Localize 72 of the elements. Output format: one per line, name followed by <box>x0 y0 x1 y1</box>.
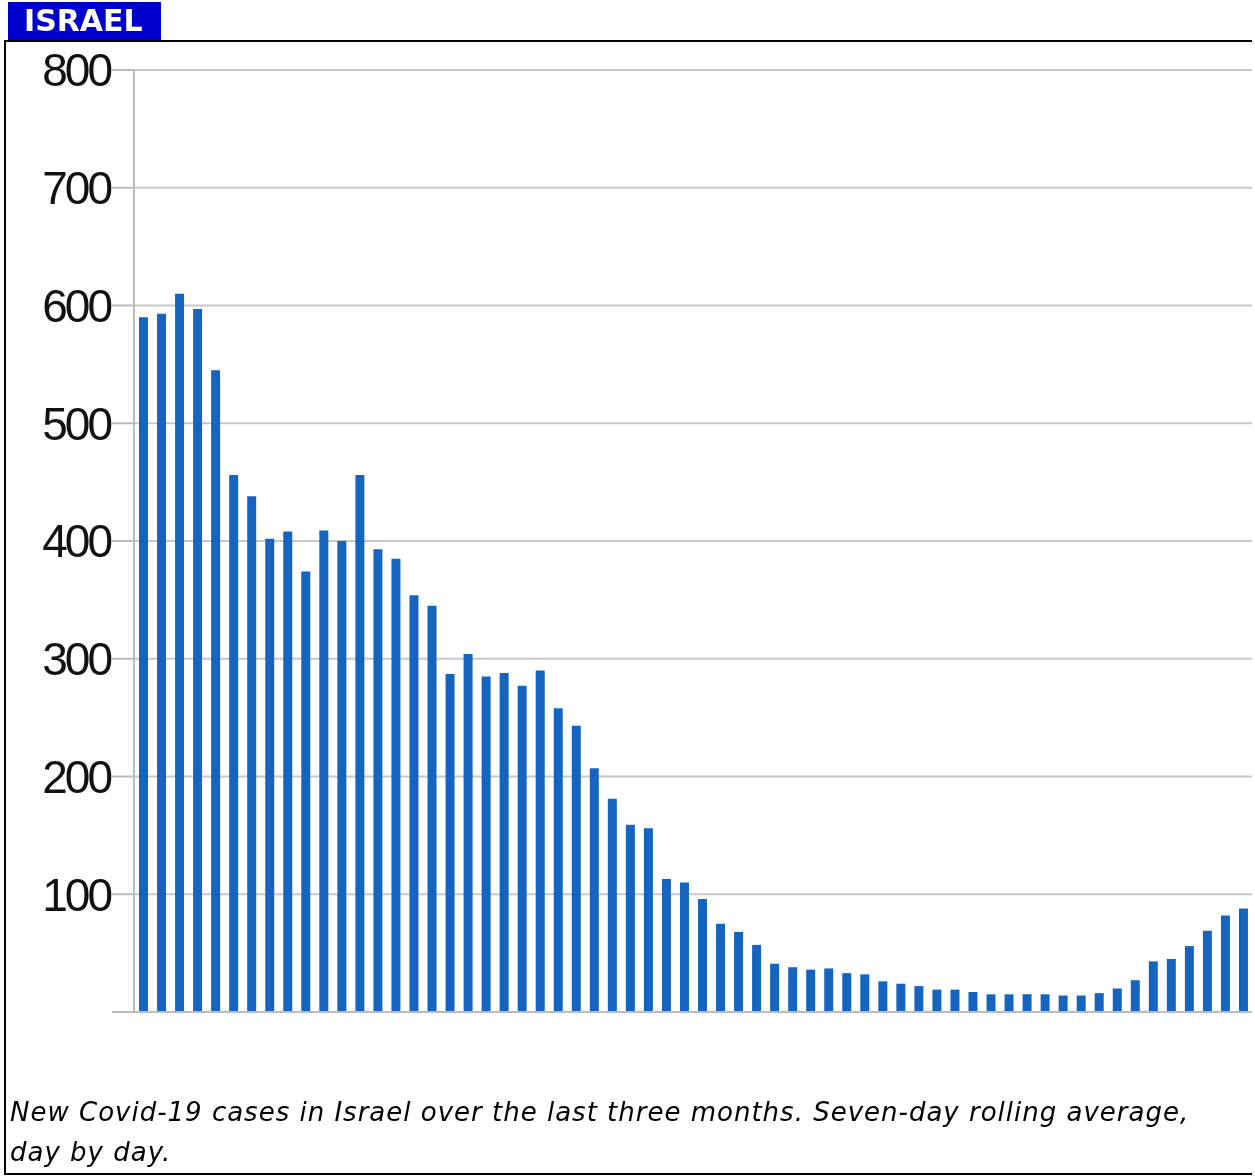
bar <box>355 475 365 1012</box>
bar <box>1058 995 1068 1012</box>
bar <box>1130 980 1140 1012</box>
bar <box>1148 961 1158 1012</box>
bar <box>860 974 870 1012</box>
bar <box>301 571 311 1012</box>
bar <box>698 898 707 1012</box>
bar <box>157 313 167 1012</box>
bar <box>878 981 888 1012</box>
bar <box>265 538 275 1012</box>
y-tick-label: 200 <box>42 750 112 803</box>
bar <box>283 531 293 1012</box>
y-tick-label: 400 <box>42 515 112 568</box>
bar <box>788 967 798 1012</box>
bar <box>1184 946 1194 1012</box>
bar <box>247 496 257 1012</box>
bar <box>517 685 527 1012</box>
bar <box>175 293 185 1012</box>
y-tick-label: 600 <box>42 279 112 332</box>
bar <box>734 931 744 1012</box>
bar <box>806 969 816 1012</box>
bar <box>968 991 978 1012</box>
bar <box>319 530 329 1012</box>
bar <box>752 944 762 1012</box>
bar <box>373 549 383 1012</box>
bar <box>1112 988 1122 1012</box>
bar <box>481 676 491 1012</box>
y-tick-label: 100 <box>42 868 112 921</box>
bar <box>1166 959 1176 1012</box>
bar <box>499 672 509 1012</box>
bar <box>409 595 419 1012</box>
bar <box>986 994 996 1012</box>
bar <box>427 605 437 1012</box>
bar <box>607 798 617 1012</box>
text: New Covid-19 cases in Israel over the last three months. Seven-day rolling average, day by day. <box>10 1096 1191 1169</box>
bar <box>625 824 635 1012</box>
bar <box>1094 993 1104 1012</box>
bar <box>679 882 689 1012</box>
y-tick-label: 700 <box>42 162 112 215</box>
bar <box>571 725 581 1012</box>
bar <box>553 708 563 1012</box>
y-tick-label: 800 <box>42 44 112 97</box>
bar <box>463 654 473 1012</box>
y-tick-label: 500 <box>42 397 112 450</box>
bar <box>1022 994 1032 1012</box>
chart-title: ISRAEL <box>8 2 161 40</box>
bar <box>932 989 942 1012</box>
bar <box>535 670 545 1012</box>
bar <box>824 968 834 1012</box>
bar <box>643 828 653 1012</box>
bar <box>914 986 924 1012</box>
y-tick-label: 300 <box>42 633 112 686</box>
bar <box>211 370 221 1012</box>
bar <box>716 923 726 1012</box>
bar <box>770 963 780 1012</box>
bar <box>139 317 148 1012</box>
bar <box>661 878 671 1012</box>
bar <box>589 768 599 1012</box>
bar <box>896 983 906 1012</box>
bar <box>1220 915 1230 1012</box>
bar <box>1004 994 1014 1012</box>
bar <box>445 674 455 1012</box>
bar <box>337 541 347 1012</box>
bar <box>193 309 203 1012</box>
bar <box>842 973 852 1012</box>
bar <box>1202 930 1212 1012</box>
bar <box>1076 995 1086 1012</box>
bar <box>1238 908 1248 1012</box>
bar <box>229 475 239 1012</box>
bar <box>950 989 960 1012</box>
bar <box>1040 994 1050 1012</box>
bar <box>391 558 401 1012</box>
